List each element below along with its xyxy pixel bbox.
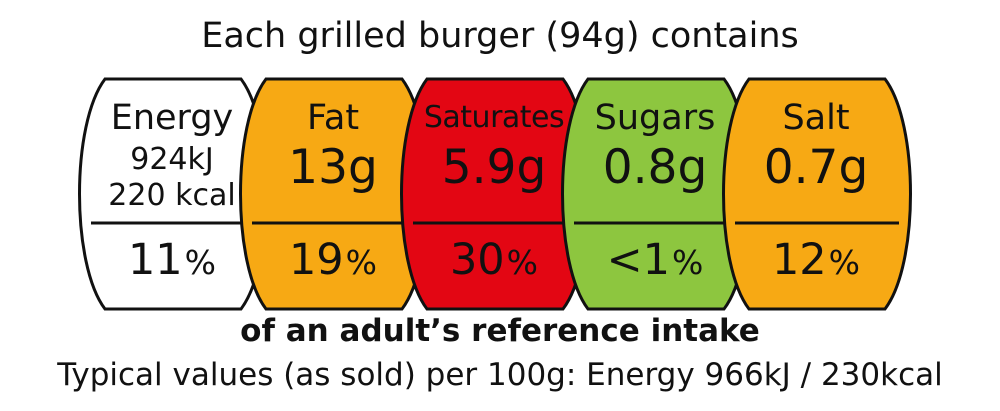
reference-intake-note: of an adult’s reference intake xyxy=(240,313,760,349)
salt-tile xyxy=(722,77,912,311)
energy-percent: 11% xyxy=(92,233,252,287)
sugars-percent: <1% xyxy=(575,233,735,287)
saturates-percent-value: 30 xyxy=(449,235,505,285)
sugars-percent-value: <1 xyxy=(606,235,671,285)
label-title: Each grilled burger (94g) contains xyxy=(201,16,799,56)
fat-amount: 13g xyxy=(288,140,378,195)
nutrition-traffic-light-labels: Energy 924kJ 220 kcal 11% Fat 13g 19% Sa… xyxy=(78,77,912,311)
saturates-amount: 5.9g xyxy=(441,140,547,195)
saturates-percent: 30% xyxy=(414,233,574,287)
energy-percent-symbol: % xyxy=(184,243,217,282)
typical-values-note: Typical values (as sold) per 100g: Energ… xyxy=(57,357,943,393)
fat-percent-symbol: % xyxy=(345,243,378,282)
fat-name: Fat xyxy=(306,98,360,138)
sugars-name: Sugars xyxy=(594,98,716,138)
saturates-name: Saturates xyxy=(423,100,565,135)
energy-percent-value: 11 xyxy=(127,235,183,285)
salt-percent-symbol: % xyxy=(828,243,861,282)
sugars-percent-symbol: % xyxy=(672,243,704,282)
nutrition-labels-graphic xyxy=(78,77,912,311)
salt-amount: 0.7g xyxy=(763,140,869,195)
fat-percent-value: 19 xyxy=(288,235,344,285)
fat-percent: 19% xyxy=(253,233,413,287)
salt-percent: 12% xyxy=(736,233,896,287)
salt-percent-value: 12 xyxy=(771,235,827,285)
saturates-percent-symbol: % xyxy=(506,243,539,282)
energy-kcal: 220 kcal xyxy=(108,178,236,213)
energy-name: Energy xyxy=(110,98,234,138)
salt-name: Salt xyxy=(782,98,850,138)
energy-kj: 924kJ xyxy=(130,142,214,177)
sugars-amount: 0.8g xyxy=(602,140,708,195)
